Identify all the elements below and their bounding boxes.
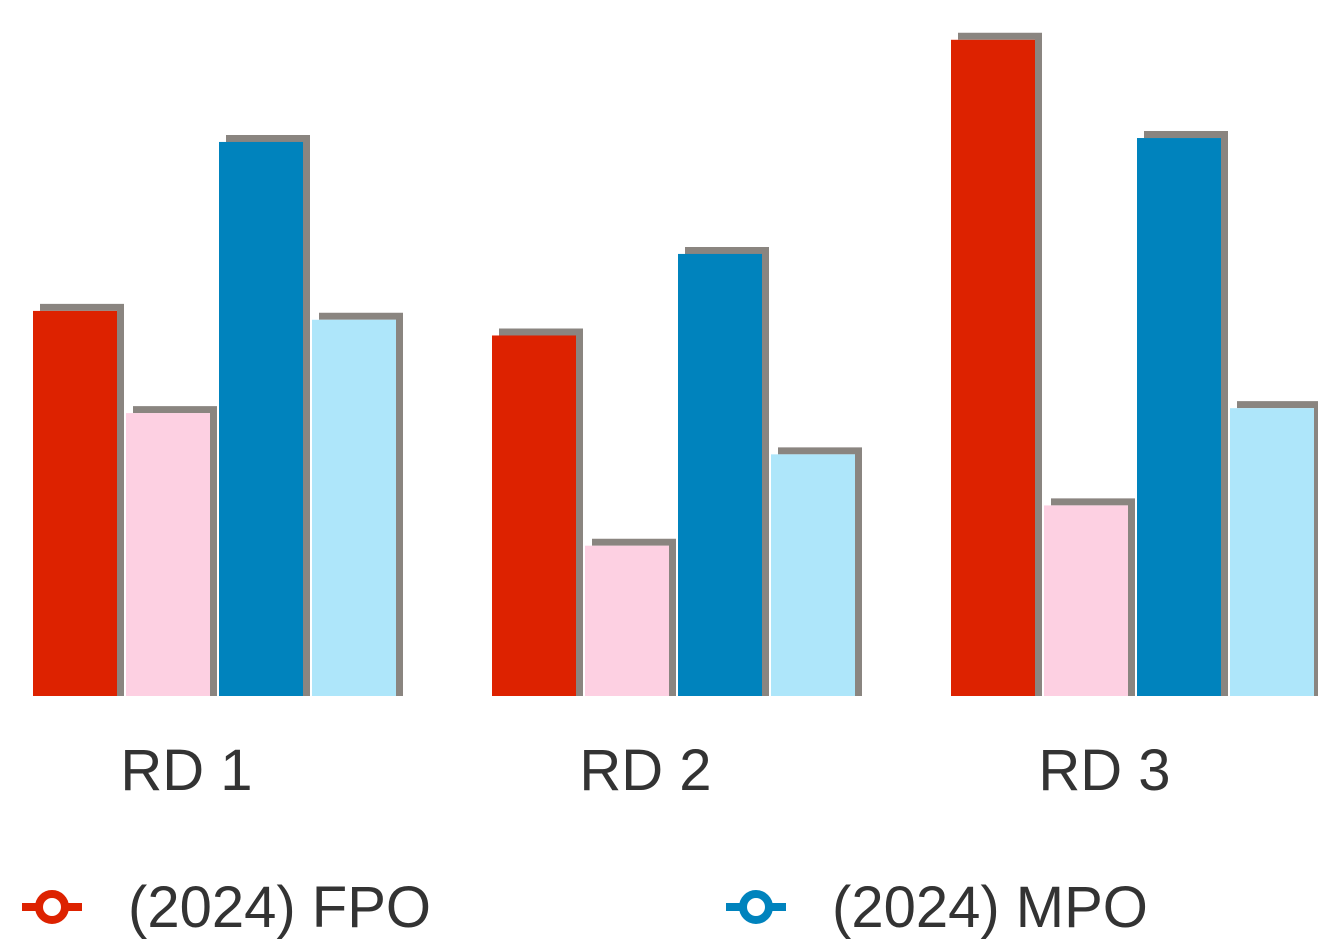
- bar-rd-3-s3: [1137, 138, 1221, 696]
- legend-marker-icon: [35, 890, 69, 924]
- bar-rd-3-s2: [1044, 505, 1128, 696]
- legend-item: (2024) FPO: [22, 875, 431, 940]
- category-axis: RD 1 RD 2 RD 3: [120, 738, 1170, 803]
- legend-marker-icon: [739, 890, 773, 924]
- category-tick-label: RD 2: [579, 738, 711, 803]
- bar-rd-2-s2: [585, 545, 669, 696]
- bar-rd-3-s1: [951, 39, 1035, 697]
- bar-rd-2-s4: [771, 454, 855, 696]
- legend-label: (2024) FPO: [128, 875, 431, 940]
- legend-item: (2024) MPO: [726, 875, 1148, 940]
- bar-rd-1-s4: [312, 319, 396, 696]
- category-tick-label: RD 3: [1038, 738, 1170, 803]
- legend-label: (2024) MPO: [832, 875, 1148, 940]
- bar-rd-1-s1: [33, 310, 117, 696]
- bar-rd-2-s1: [492, 335, 576, 696]
- bar-rd-1-s3: [219, 141, 303, 696]
- bar-rd-3-s4: [1230, 408, 1314, 696]
- bars-layer: [33, 32, 1318, 697]
- legend: (2024) FPO (2024) MPO: [22, 875, 1148, 940]
- bar-rd-1-s2: [126, 413, 210, 696]
- bar-rd-2-s3: [678, 253, 762, 697]
- category-tick-label: RD 1: [120, 738, 252, 803]
